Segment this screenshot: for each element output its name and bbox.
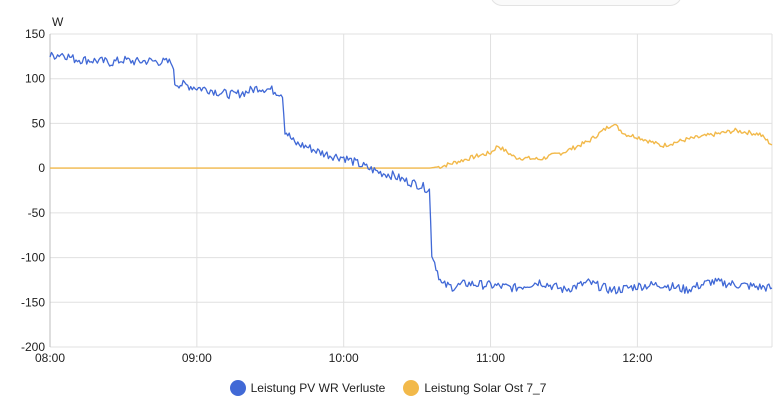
y-axis-ticks: 150 100 50 0 -50 -100 -150 -200	[21, 27, 45, 354]
series	[49, 51, 773, 295]
legend-dot-icon	[403, 380, 420, 396]
series-line-pv-wr-verluste	[49, 51, 773, 295]
y-tick-label: -150	[21, 295, 45, 309]
legend: Leistung PV WR Verluste Leistung Solar O…	[0, 380, 776, 396]
y-tick-label: -50	[28, 206, 46, 220]
legend-item-pv-wr-verluste[interactable]: Leistung PV WR Verluste	[229, 380, 386, 396]
legend-item-solar-ost[interactable]: Leistung Solar Ost 7_7	[403, 380, 546, 396]
legend-label: Leistung Solar Ost 7_7	[424, 381, 547, 395]
x-tick-label: 11:00	[476, 351, 505, 365]
y-tick-label: -100	[21, 251, 45, 265]
y-tick-label: 100	[25, 72, 45, 86]
x-tick-label: 10:00	[329, 351, 359, 365]
x-tick-label: 12:00	[622, 351, 652, 365]
legend-dot-icon	[229, 380, 246, 396]
y-tick-label: 150	[25, 27, 45, 41]
x-tick-label: 09:00	[182, 351, 212, 365]
x-tick-label: 08:00	[35, 351, 65, 365]
legend-label: Leistung PV WR Verluste	[250, 381, 386, 395]
y-tick-label: -200	[21, 340, 45, 354]
y-axis-unit: W	[52, 15, 64, 29]
x-axis-ticks: 08:00 09:00 10:00 11:00 12:00	[35, 351, 653, 365]
series-line-solar-ost	[50, 123, 773, 169]
y-tick-label: 50	[32, 116, 46, 130]
grid	[49, 33, 773, 348]
y-tick-label: 0	[38, 161, 45, 175]
